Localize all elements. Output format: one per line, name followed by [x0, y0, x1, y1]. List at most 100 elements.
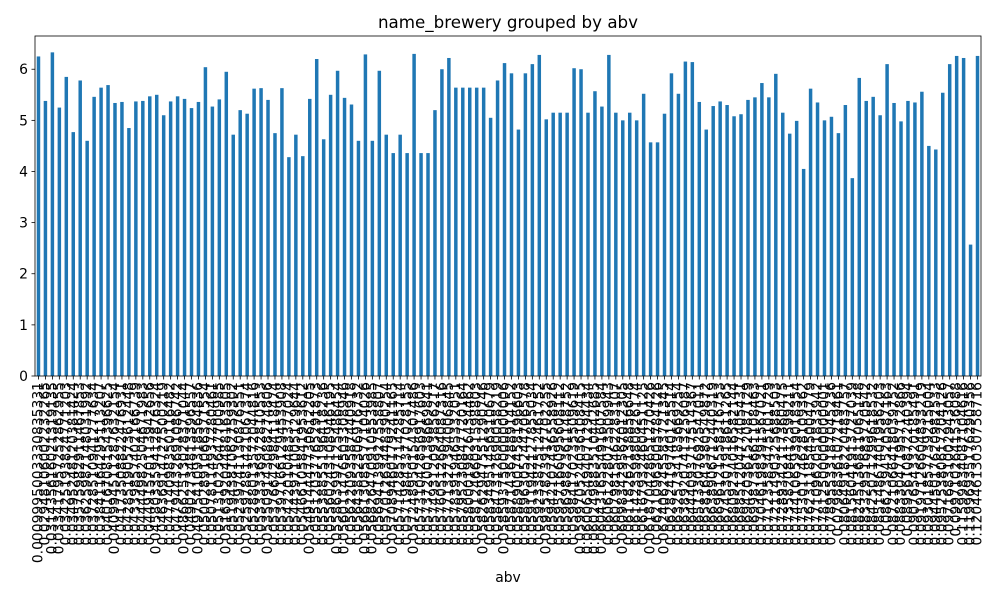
- x-tick-label: 0.09197126604833219: [914, 382, 930, 546]
- bar: [245, 113, 249, 377]
- bar: [781, 112, 785, 376]
- x-tick-label: 0.051639204488163505: [218, 382, 234, 554]
- chart-title: name_brewery grouped by abv: [378, 12, 638, 33]
- x-tick-label: 0.04714098350116482: [163, 382, 179, 546]
- bar: [572, 68, 576, 377]
- y-tick-label: 2: [19, 267, 28, 283]
- x-tick-label: 0.031435616021319135: [44, 382, 60, 554]
- bar: [168, 101, 173, 376]
- x-tick-label: 0.06282419740125514: [663, 382, 679, 546]
- bar: [732, 116, 736, 377]
- x-tick-label: 0.09716831002943057: [942, 382, 958, 546]
- bar: [871, 96, 875, 376]
- bar: [481, 87, 486, 376]
- bar: [961, 57, 966, 376]
- x-tick-label: 0.04902734813396557: [184, 382, 200, 546]
- y-axis-ticks: 0 1 2 3 4 5 6: [19, 62, 35, 385]
- bar: [899, 121, 903, 376]
- x-tick-label: 0.04339857402166739: [128, 382, 144, 546]
- x-tick-label: 0.07895533187045236: [823, 382, 839, 546]
- bar: [544, 119, 548, 376]
- bar: [954, 55, 959, 376]
- x-tick-label: 0.07623118545004779: [803, 382, 819, 546]
- x-tick-label: 0.060431655491607584: [594, 382, 610, 554]
- bar: [273, 133, 277, 376]
- x-tick-label: 0.06581643380549872: [698, 382, 714, 546]
- x-tick-label: 0.07123583475101729: [761, 382, 777, 546]
- bar: [920, 91, 924, 376]
- x-tick-label: 0.06167932460451125: [636, 382, 652, 546]
- x-tick-label: 0.06444093717514367: [684, 382, 700, 546]
- x-tick-label: 0.0895610872240394: [900, 382, 916, 537]
- x-tick-label: 0.09525380617204126: [935, 382, 951, 546]
- x-tick-label: 0.11599834087104616: [956, 382, 972, 546]
- x-tick-label: 0.05834951456310679: [483, 382, 499, 546]
- bar: [203, 67, 208, 376]
- x-tick-label: 0.08064918220483757: [837, 382, 853, 546]
- x-tick-label: 0.05795230847720164: [455, 382, 471, 546]
- bar: [154, 94, 159, 377]
- bar: [294, 134, 298, 376]
- x-tick-label: 0.03841164295113207: [93, 382, 109, 546]
- bar: [148, 96, 152, 376]
- bar: [210, 106, 215, 376]
- bar: [349, 104, 354, 376]
- bar: [801, 168, 806, 376]
- bar: [829, 116, 834, 376]
- x-tick-label: 0.05443971005129644: [288, 382, 304, 546]
- bar: [551, 112, 555, 376]
- x-tick-label: 0.03425193824771203: [58, 382, 74, 546]
- x-tick-label: 0.05737200138669841: [420, 382, 436, 546]
- bar: [92, 96, 96, 376]
- bar: [607, 54, 611, 377]
- bar: [314, 59, 319, 376]
- bar: [669, 73, 674, 376]
- bar: [968, 244, 973, 376]
- bar: [370, 140, 375, 376]
- bar: [614, 112, 618, 376]
- x-tick-label: 0.062406245583721345: [657, 382, 673, 554]
- bar: [516, 129, 521, 376]
- bar: [794, 120, 799, 377]
- x-tick-label: 0.061870428651270426: [643, 382, 659, 554]
- x-tick-label: 0.07530174628109362: [796, 382, 812, 546]
- bar: [433, 110, 437, 376]
- x-tick-label: 0.05889007458196603: [510, 382, 526, 546]
- bar: [71, 132, 75, 376]
- bar: [502, 63, 507, 376]
- x-tick-label: 0.05871436288914152: [503, 382, 519, 546]
- x-tick-label: 0.06142359880826174: [629, 382, 645, 546]
- bar: [321, 139, 326, 376]
- x-tick-label: 0.05131025647700985: [211, 382, 227, 546]
- bar: [106, 85, 110, 376]
- x-tick-label: 0.05538855196418236: [316, 382, 332, 546]
- bar: [913, 102, 917, 376]
- bar: [927, 145, 931, 376]
- x-tick-label: 0.0862394520587163: [879, 382, 895, 537]
- x-tick-label: 0.05783919465332051: [448, 382, 464, 546]
- bar: [662, 113, 667, 377]
- x-tick-label: 0.03728510941277634: [86, 382, 102, 546]
- x-tick-label: 0.06061228073509943: [601, 382, 617, 546]
- x-tick-label: 0.05466105841953612: [295, 382, 311, 546]
- bar: [600, 106, 604, 376]
- bar: [753, 97, 757, 376]
- bar: [565, 112, 569, 376]
- bar: [141, 100, 145, 377]
- x-tick-label: 0.08833047195712866: [893, 382, 909, 546]
- bar: [697, 101, 702, 376]
- bar: [704, 129, 708, 376]
- x-tick-label: 0.05078114937280461: [204, 382, 220, 546]
- x-tick-label: 0.08721066418039752: [886, 382, 902, 546]
- bar: [43, 100, 48, 377]
- bar: [426, 153, 430, 376]
- x-tick-label: 0.05560243108946195: [323, 382, 339, 546]
- bar: [224, 71, 229, 376]
- bar: [530, 64, 535, 377]
- x-tick-label: 0.0009995003330835331: [30, 382, 46, 563]
- bar: [384, 134, 389, 376]
- bar: [843, 105, 848, 377]
- bar: [175, 96, 180, 376]
